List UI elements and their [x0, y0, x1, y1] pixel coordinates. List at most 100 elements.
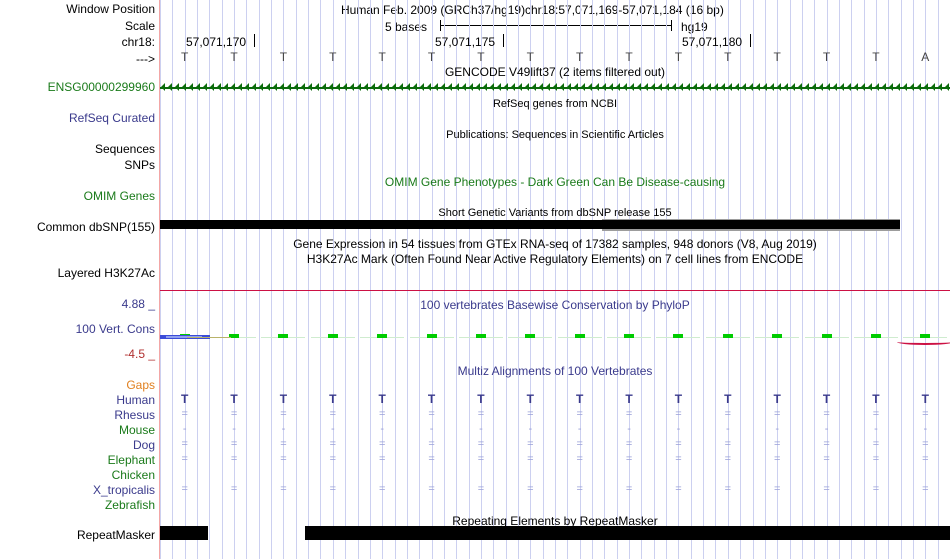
conservation-bar[interactable] — [327, 334, 338, 338]
track-title-dbsnp[interactable]: Short Genetic Variants from dbSNP releas… — [438, 207, 672, 219]
conservation-bar[interactable] — [624, 334, 635, 338]
conservation-bar[interactable] — [278, 334, 289, 338]
track-title-gencode[interactable]: GENCODE V49lift37 (2 items filtered out) — [444, 65, 666, 79]
gridline — [320, 0, 321, 559]
multiz-base-glyph: T — [526, 392, 534, 406]
strand-arrow-icon — [938, 83, 942, 91]
species-label-x_tropicalis[interactable]: X_tropicalis — [92, 483, 155, 497]
strand-arrow-icon — [357, 83, 361, 91]
gridline — [185, 0, 186, 559]
multiz-base-glyph: = — [576, 438, 583, 450]
gridline — [259, 0, 260, 559]
label-repeatmasker[interactable]: RepeatMasker — [76, 528, 155, 542]
conservation-bar[interactable] — [574, 334, 585, 338]
label-snps[interactable]: SNPs — [124, 158, 155, 172]
strand-arrow-icon — [924, 83, 928, 91]
strand-arrow-icon — [770, 83, 774, 91]
label-gencode-gene[interactable]: ENSG00000299960 — [47, 80, 155, 94]
species-label-chicken[interactable]: Chicken — [111, 468, 155, 482]
track-title-omim[interactable]: OMIM Gene Phenotypes - Dark Green Can Be… — [384, 175, 726, 189]
dbsnp-black-feature[interactable] — [160, 220, 900, 229]
strand-arrow-icon — [525, 83, 529, 91]
strand-arrow-icon — [287, 83, 291, 91]
track-title-gtex[interactable]: Gene Expression in 54 tissues from GTEx … — [293, 237, 817, 251]
multiz-base-glyph: T — [773, 392, 781, 406]
label-omim-genes[interactable]: OMIM Genes — [83, 189, 155, 203]
conservation-bar[interactable] — [426, 334, 437, 338]
multiz-base-glyph: = — [773, 408, 781, 420]
strand-arrow-icon — [427, 83, 431, 91]
gridline — [172, 0, 173, 559]
track-title-phylop[interactable]: 100 vertebrates Basewise Conservation by… — [420, 298, 690, 312]
strand-arrow-icon — [560, 83, 564, 91]
strand-arrow-icon — [763, 83, 767, 91]
base-letter: T — [378, 50, 386, 64]
species-label-mouse[interactable]: Mouse — [118, 423, 155, 437]
conservation-bar[interactable] — [821, 334, 832, 338]
multiz-base-glyph: = — [625, 408, 633, 420]
multiz-base-glyph: = — [477, 453, 485, 465]
track-title-h3k27ac[interactable]: H3K27Ac Mark (Often Found Near Active Re… — [306, 252, 804, 266]
label-cons-min: -4.5 _ — [124, 347, 155, 361]
label-sequences[interactable]: Sequences — [94, 142, 155, 156]
gridline — [938, 0, 939, 559]
species-label-human[interactable]: Human — [116, 393, 155, 407]
label-layered-h3k27ac[interactable]: Layered H3K27Ac — [57, 266, 155, 280]
strand-arrow-icon — [168, 83, 172, 91]
gridline — [358, 0, 359, 559]
strand-arrow-icon — [917, 83, 921, 91]
repeat-feature-2[interactable] — [305, 526, 950, 540]
species-label-zebrafish[interactable]: Zebrafish — [104, 498, 155, 512]
conservation-bar[interactable] — [229, 334, 240, 338]
repeat-feature-1[interactable] — [160, 526, 208, 540]
conservation-bar[interactable] — [920, 334, 931, 338]
label-refseq-curated[interactable]: RefSeq Curated — [68, 111, 155, 125]
browser-data-panel[interactable]: 57,071,170 57,071,175 57,071,180 T T T T T T T T T… — [160, 0, 950, 559]
multiz-base-glyph: = — [773, 483, 781, 495]
species-label-dog[interactable]: Dog — [132, 438, 155, 452]
track-title-multiz[interactable]: Multiz Alignments of 100 Vertebrates — [457, 364, 653, 378]
multiz-base-glyph: = — [280, 483, 287, 495]
conservation-bar[interactable] — [870, 334, 881, 338]
label-gaps[interactable]: Gaps — [126, 378, 155, 392]
multiz-base-glyph: = — [872, 438, 880, 450]
strand-arrow-icon — [455, 83, 459, 91]
strand-arrow-icon — [252, 83, 256, 91]
scale-bar-right-cap — [671, 20, 672, 31]
scale-bar-line — [440, 25, 672, 26]
conservation-bar[interactable] — [475, 334, 486, 338]
multiz-base-glyph: - — [725, 423, 730, 435]
strand-arrow-icon — [840, 83, 844, 91]
conservation-bar[interactable] — [377, 334, 388, 338]
strand-arrow-icon — [644, 83, 648, 91]
multiz-base-glyph: = — [329, 408, 337, 420]
label-common-dbsnp[interactable]: Common dbSNP(155) — [36, 220, 155, 234]
base-letter: T — [230, 50, 238, 64]
conservation-bar[interactable] — [722, 334, 733, 338]
conservation-bar[interactable] — [525, 334, 536, 338]
conservation-bar[interactable] — [772, 334, 783, 338]
multiz-base-glyph: - — [479, 423, 483, 435]
multiz-base-glyph: = — [329, 438, 337, 450]
multiz-base-glyph: T — [822, 392, 831, 406]
multiz-base-glyph: = — [378, 438, 386, 450]
strand-arrow-icon — [791, 83, 795, 91]
multiz-base-glyph: = — [823, 483, 830, 495]
track-title-refseq[interactable]: RefSeq genes from NCBI — [492, 98, 618, 110]
species-label-elephant[interactable]: Elephant — [107, 453, 155, 467]
conservation-bar[interactable] — [673, 334, 684, 338]
strand-arrow-icon — [553, 83, 557, 91]
strand-arrow-icon — [903, 83, 907, 91]
multiz-base-glyph: - — [577, 423, 582, 435]
strand-arrow-icon — [595, 83, 599, 91]
track-title-publications[interactable]: Publications: Sequences in Scientific Ar… — [446, 129, 664, 141]
strand-arrow-icon — [665, 83, 669, 91]
label-cons-track[interactable]: 100 Vert. Cons — [75, 322, 155, 336]
strand-arrow-icon — [434, 83, 438, 91]
multiz-base-glyph: = — [181, 483, 188, 495]
track-title-repeatmasker[interactable]: Repeating Elements by RepeatMasker — [452, 514, 658, 528]
species-label-rhesus[interactable]: Rhesus — [114, 408, 155, 422]
multiz-base-glyph: = — [922, 453, 929, 465]
gridline — [197, 0, 198, 559]
multiz-base-glyph: = — [428, 483, 435, 495]
